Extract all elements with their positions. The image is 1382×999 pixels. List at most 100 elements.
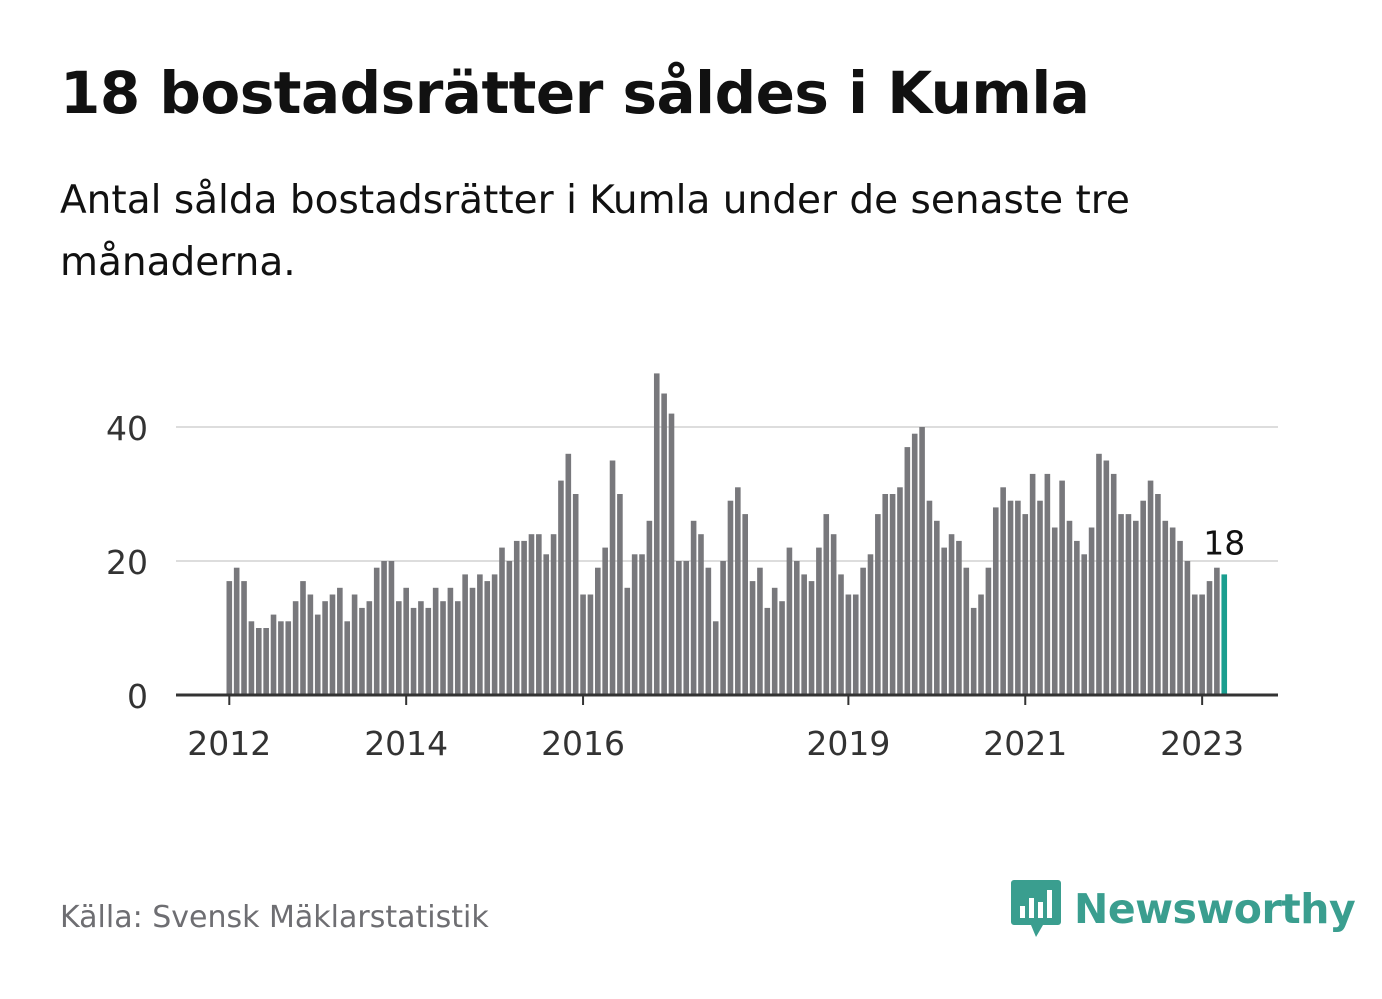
newsworthy-logo-icon (1011, 880, 1061, 937)
bar (351, 594, 358, 695)
bar (337, 587, 343, 695)
bar (469, 587, 476, 695)
source-note: Källa: Svensk Mäklarstatistik (60, 900, 489, 935)
bar (771, 587, 778, 695)
bar (484, 581, 491, 695)
bar (536, 534, 542, 695)
bar (595, 567, 601, 695)
bar (270, 614, 277, 695)
bar (285, 621, 292, 695)
bar (963, 567, 970, 695)
bar (845, 594, 852, 695)
bar (852, 594, 859, 695)
bar (602, 547, 608, 695)
bar (1147, 480, 1154, 695)
bar (1125, 514, 1132, 695)
x-tick-label: 2019 (806, 724, 890, 763)
bar (255, 628, 262, 695)
x-tick-label: 2023 (1160, 724, 1244, 763)
bar (1029, 473, 1036, 695)
bar (698, 534, 704, 695)
bar (1044, 473, 1051, 695)
bar (381, 561, 387, 695)
bar (690, 520, 697, 695)
bar (1103, 460, 1110, 695)
bar (558, 480, 564, 695)
bar (668, 413, 675, 695)
bar (278, 621, 284, 695)
bar (911, 433, 918, 695)
bar (1199, 594, 1205, 695)
chart-subtitle: Antal sålda bostadsrätter i Kumla under … (60, 178, 1130, 285)
bar (307, 594, 314, 695)
bar (587, 594, 594, 695)
bar (882, 494, 889, 695)
bar (609, 460, 616, 695)
bar (1133, 520, 1139, 695)
bar (499, 547, 505, 695)
bar (904, 447, 911, 695)
bar (1088, 527, 1095, 695)
bar-latest (1221, 574, 1228, 695)
bar (1177, 540, 1183, 695)
bar (226, 581, 233, 695)
bar (528, 534, 535, 695)
bar (1000, 487, 1006, 695)
bar (300, 581, 306, 695)
bar (1118, 514, 1124, 695)
bar (1140, 500, 1146, 695)
bar (572, 494, 579, 695)
page-title: 18 bostadsrätter såldes i Kumla (60, 59, 1090, 127)
bar (314, 614, 321, 695)
bar (948, 534, 955, 695)
bar (447, 587, 454, 695)
bar (388, 561, 395, 695)
bar (978, 594, 984, 695)
newsworthy-logo: Newsworthy (1010, 878, 1356, 940)
bar (366, 601, 373, 695)
bar (1214, 567, 1220, 695)
bar (292, 601, 299, 695)
bar (550, 534, 557, 695)
last-value-label: 18 (1203, 523, 1245, 562)
bar (440, 601, 446, 695)
bar (373, 567, 380, 695)
bar (513, 540, 520, 695)
bar (838, 574, 844, 695)
bar (403, 587, 409, 695)
bar (1155, 494, 1161, 695)
bar (661, 393, 667, 695)
bar (565, 453, 572, 695)
bar (867, 554, 874, 695)
bar (580, 594, 586, 695)
bar-chart: 0 20 40 18 2012 2014 2016 2019 2021 2023 (106, 373, 1278, 763)
y-tick-label: 0 (127, 677, 148, 716)
bar (683, 561, 690, 695)
y-tick-label: 40 (106, 409, 148, 448)
x-tick-label: 2012 (187, 724, 271, 763)
bar (1007, 500, 1014, 695)
bar (897, 487, 903, 695)
bar (764, 607, 771, 695)
bar (793, 561, 800, 695)
bar (1169, 527, 1176, 695)
bar (779, 601, 785, 695)
bar (241, 581, 247, 695)
bar (322, 601, 328, 695)
bar (233, 567, 240, 695)
bar (875, 514, 881, 695)
bar (631, 554, 638, 695)
bar (705, 567, 712, 695)
bar (720, 561, 726, 695)
bar (1015, 500, 1021, 695)
bar (735, 487, 741, 695)
bar (823, 514, 830, 695)
bar (1096, 453, 1102, 695)
bar (712, 621, 719, 695)
x-tick-label: 2016 (541, 724, 625, 763)
bar (1066, 520, 1073, 695)
bar (425, 607, 432, 695)
bar (1022, 514, 1029, 695)
bar (543, 554, 550, 695)
bar (396, 601, 402, 695)
